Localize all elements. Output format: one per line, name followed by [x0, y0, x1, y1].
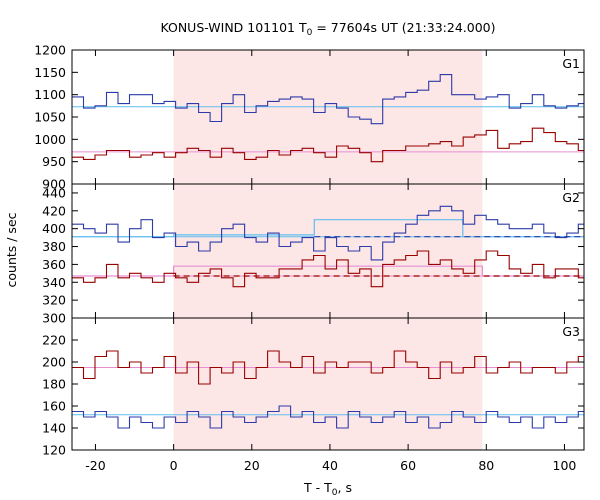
panel-g2: 300 320 340 360 380 400 420 440 G2 [42, 183, 585, 326]
y-tick-label: 950 [42, 154, 66, 169]
y-tick-label: 340 [42, 275, 66, 290]
y-tick-label: 380 [42, 239, 66, 254]
y-axis-label: counts / sec [4, 212, 19, 287]
y-tick-label: 1200 [34, 43, 66, 58]
panel-data [72, 205, 584, 288]
y-tick-label: 1150 [34, 65, 66, 80]
shaded-interval [173, 318, 483, 450]
step-line-1 [72, 219, 584, 238]
x-axis-label: T - T0, s [303, 480, 352, 498]
panel-g1: 900 950 1000 1050 1100 1150 1200 G1 [34, 43, 585, 192]
panel-data [72, 350, 584, 429]
y-tick-label: 300 [42, 311, 66, 326]
y-tick-label: 420 [42, 203, 66, 218]
series-red-line [72, 250, 584, 288]
y-tick-label: 180 [42, 377, 66, 392]
series-blue-line [72, 74, 584, 125]
y-tick-label: 160 [42, 399, 66, 414]
shaded-interval [173, 50, 483, 184]
y-tick-label: 1050 [34, 110, 66, 125]
shaded-interval [173, 184, 483, 318]
y-tick-label: 400 [42, 221, 66, 236]
y-tick-label: 1000 [34, 132, 66, 147]
x-tick-label: 100 [553, 458, 577, 473]
panel-label: G3 [562, 324, 580, 339]
y-tick-label: 220 [42, 333, 66, 348]
panel-data [72, 74, 584, 163]
x-tick-label: -20 [85, 458, 105, 473]
series-red-line [72, 127, 584, 163]
panel-g3: 120 140 160 180 200 220 G3 [42, 317, 585, 458]
y-tick-label: 200 [42, 355, 66, 370]
y-tick-label: 1100 [34, 87, 66, 102]
y-tick-label: 120 [42, 443, 66, 458]
x-tick-label: 20 [244, 458, 260, 473]
series-red-line [72, 350, 584, 385]
series-blue-line [72, 405, 584, 429]
panels-layer: 90095010001050110011501200G1300320340360… [34, 43, 585, 473]
x-tick-label: 60 [400, 458, 416, 473]
x-tick-label: 80 [478, 458, 494, 473]
y-tick-label: 360 [42, 257, 66, 272]
panel-label: G1 [562, 56, 580, 71]
panel-label: G2 [562, 190, 580, 205]
y-tick-label: 320 [42, 293, 66, 308]
x-tick-label: 0 [170, 458, 178, 473]
chart-title: KONUS-WIND 101101 T0 = 77604s UT (21:33:… [160, 20, 495, 38]
x-tick-label: 40 [322, 458, 338, 473]
y-tick-label: 440 [42, 185, 66, 200]
y-tick-label: 900 [42, 177, 66, 192]
series-blue-line [72, 205, 584, 261]
y-tick-label: 140 [42, 421, 66, 436]
